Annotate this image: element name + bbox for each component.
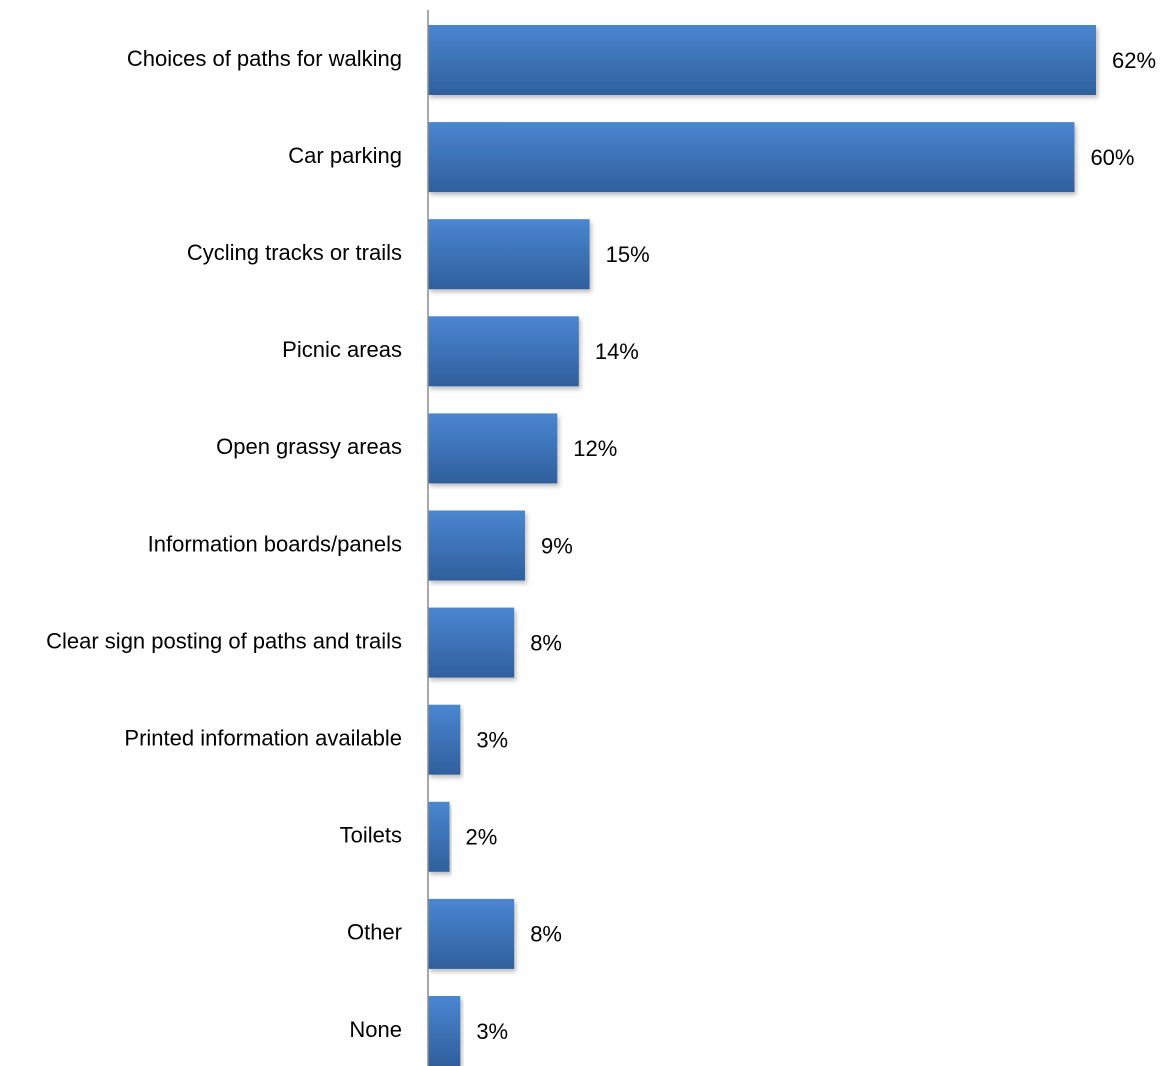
category-label: Toilets: [340, 823, 402, 848]
category-label: None: [349, 1017, 402, 1042]
data-label: 8%: [530, 922, 562, 947]
bar: [428, 607, 515, 678]
data-label: 14%: [595, 339, 639, 364]
data-label: 9%: [541, 533, 573, 558]
bar: [428, 219, 590, 290]
bar: [428, 510, 525, 581]
category-label: Open grassy areas: [216, 434, 402, 459]
category-label: Picnic areas: [282, 337, 402, 362]
category-label: Choices of paths for walking: [127, 46, 402, 71]
labels-group: Choices of paths for walking 62% Car parki…: [46, 46, 1156, 1044]
category-label: Cycling tracks or trails: [187, 240, 402, 265]
category-label: Information boards/panels: [148, 531, 402, 556]
category-label: Printed information available: [124, 726, 402, 751]
data-label: 2%: [466, 825, 498, 850]
data-label: 62%: [1112, 48, 1156, 73]
data-label: 3%: [476, 1019, 508, 1044]
data-label: 8%: [530, 630, 562, 655]
bar: [428, 25, 1096, 95]
data-label: 3%: [476, 728, 508, 753]
bar: [428, 996, 461, 1066]
bar: [428, 898, 515, 969]
bar: [428, 316, 579, 387]
category-label: Other: [347, 920, 402, 945]
data-label: 60%: [1090, 145, 1134, 170]
data-label: 12%: [573, 436, 617, 461]
bars-group: [428, 25, 1096, 1066]
bar: [428, 704, 461, 775]
bar: [428, 122, 1075, 193]
category-label: Car parking: [288, 143, 402, 168]
bar: [428, 413, 558, 484]
category-label: Clear sign posting of paths and trails: [46, 628, 402, 653]
data-label: 15%: [606, 242, 650, 267]
bar: [428, 801, 450, 872]
